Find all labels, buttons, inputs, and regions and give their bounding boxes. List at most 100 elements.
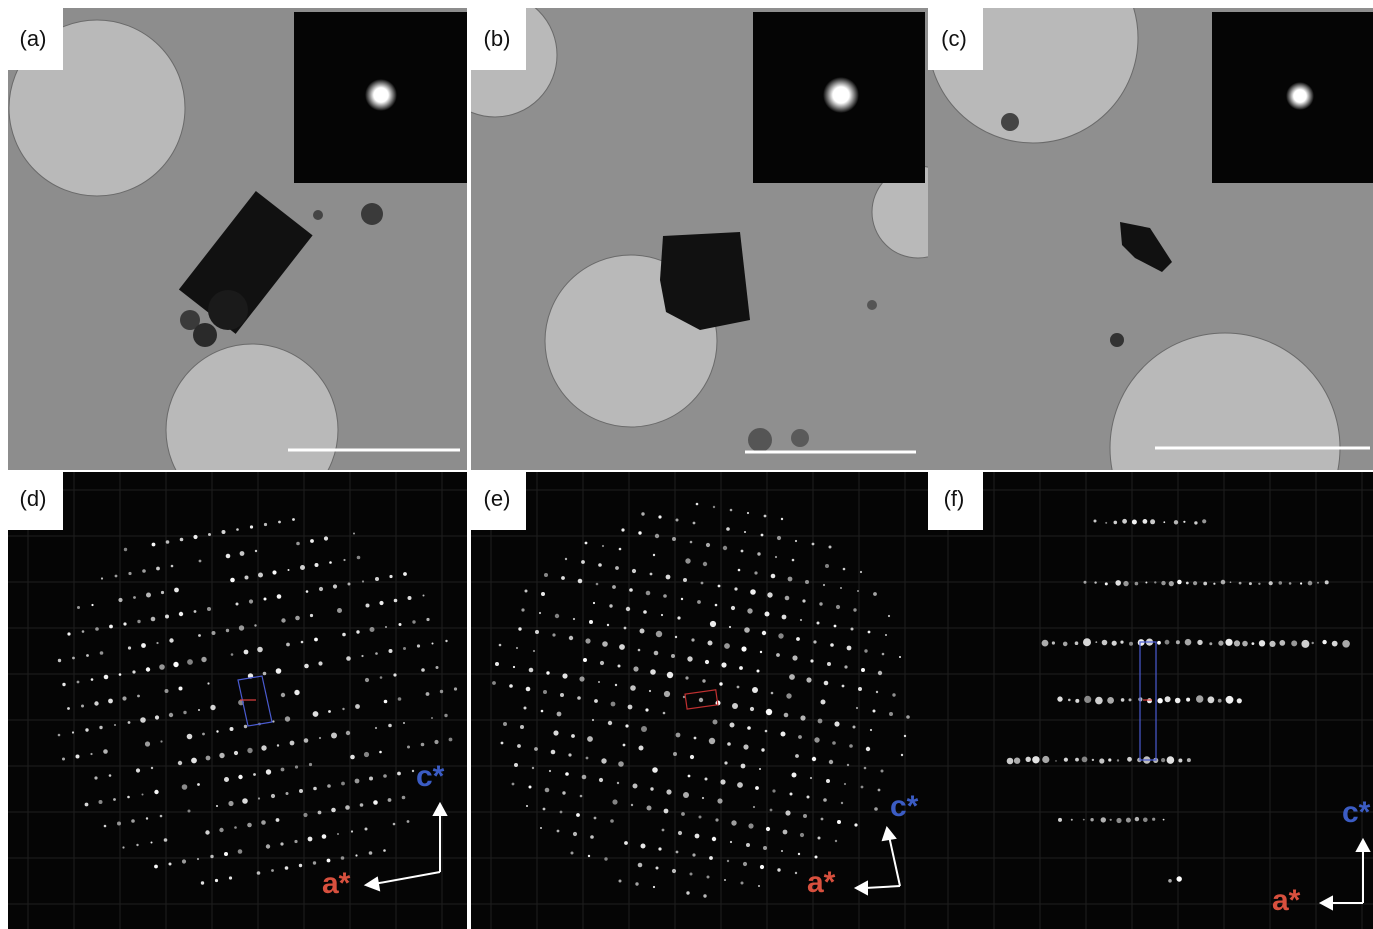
- spot: [1317, 582, 1319, 584]
- spot: [318, 661, 322, 665]
- spot: [1108, 758, 1111, 761]
- spot: [255, 550, 257, 552]
- spot: [216, 805, 218, 807]
- spot: [675, 636, 677, 638]
- spot: [328, 710, 331, 713]
- spot: [355, 704, 360, 709]
- spot: [156, 642, 158, 644]
- spot: [114, 724, 116, 726]
- spot: [324, 536, 328, 540]
- spot: [119, 673, 122, 676]
- spot: [703, 894, 706, 897]
- spot: [741, 882, 744, 885]
- spot: [653, 554, 655, 556]
- spot: [109, 625, 113, 629]
- spot: [304, 664, 309, 669]
- spot: [187, 734, 193, 740]
- spot: [151, 617, 156, 622]
- spot: [571, 852, 574, 855]
- spot: [621, 528, 624, 531]
- spot: [719, 682, 722, 685]
- spot: [94, 776, 97, 779]
- spot: [858, 687, 862, 691]
- spot: [1308, 581, 1313, 586]
- spot: [1167, 756, 1175, 764]
- spot: [188, 810, 191, 813]
- spot: [825, 564, 829, 568]
- spot: [534, 747, 538, 751]
- spot: [753, 806, 755, 808]
- spot: [285, 716, 290, 721]
- spot: [904, 735, 906, 737]
- spot: [261, 820, 266, 825]
- spot: [140, 717, 146, 723]
- spot: [785, 596, 790, 601]
- spot: [240, 551, 245, 556]
- spot: [868, 631, 871, 634]
- spot: [789, 674, 795, 680]
- spot: [800, 715, 805, 720]
- spot: [1063, 642, 1068, 647]
- spot: [604, 857, 607, 860]
- spot: [837, 820, 841, 824]
- spot: [198, 634, 201, 637]
- spot: [807, 796, 810, 799]
- spot: [449, 738, 453, 742]
- spot: [601, 758, 606, 763]
- spot: [108, 699, 113, 704]
- spot: [226, 554, 231, 559]
- spot: [681, 812, 685, 816]
- spot: [676, 733, 681, 738]
- spot: [1127, 757, 1132, 762]
- spot: [155, 715, 159, 719]
- spot: [229, 876, 232, 879]
- spot: [247, 823, 252, 828]
- spot: [454, 687, 457, 690]
- spot: [127, 796, 130, 799]
- spot: [823, 798, 827, 802]
- spot: [133, 596, 136, 599]
- spot: [585, 638, 590, 643]
- spot: [224, 852, 228, 856]
- spot: [412, 620, 415, 623]
- spot: [561, 576, 565, 580]
- spot: [624, 841, 628, 845]
- spot: [99, 726, 102, 729]
- spot: [557, 712, 562, 717]
- spot: [495, 662, 499, 666]
- spot: [357, 556, 361, 560]
- spot: [1071, 819, 1073, 821]
- spot: [688, 775, 691, 778]
- spot: [817, 622, 820, 625]
- spot: [821, 700, 826, 705]
- spot: [309, 763, 312, 766]
- spot: [750, 589, 756, 595]
- spot: [892, 693, 895, 696]
- spot: [295, 616, 300, 621]
- spot: [197, 858, 199, 860]
- spot: [331, 808, 336, 813]
- spot: [782, 615, 787, 620]
- spot: [525, 590, 528, 593]
- spot: [685, 676, 688, 679]
- spot: [362, 580, 364, 582]
- spot: [375, 727, 377, 729]
- spot: [810, 777, 812, 779]
- spot: [650, 573, 653, 576]
- spot: [314, 638, 318, 642]
- spot: [1058, 818, 1062, 822]
- spot: [765, 612, 770, 617]
- spot: [1221, 580, 1226, 585]
- spot: [641, 512, 644, 515]
- spot: [702, 679, 705, 682]
- spot: [854, 823, 857, 826]
- spot: [619, 880, 622, 883]
- spot: [432, 643, 434, 645]
- spot: [560, 811, 563, 814]
- spot: [308, 837, 313, 842]
- spot: [579, 676, 584, 681]
- spot: [333, 584, 337, 588]
- spot: [1186, 698, 1190, 702]
- spot: [512, 783, 515, 786]
- spot: [609, 604, 612, 607]
